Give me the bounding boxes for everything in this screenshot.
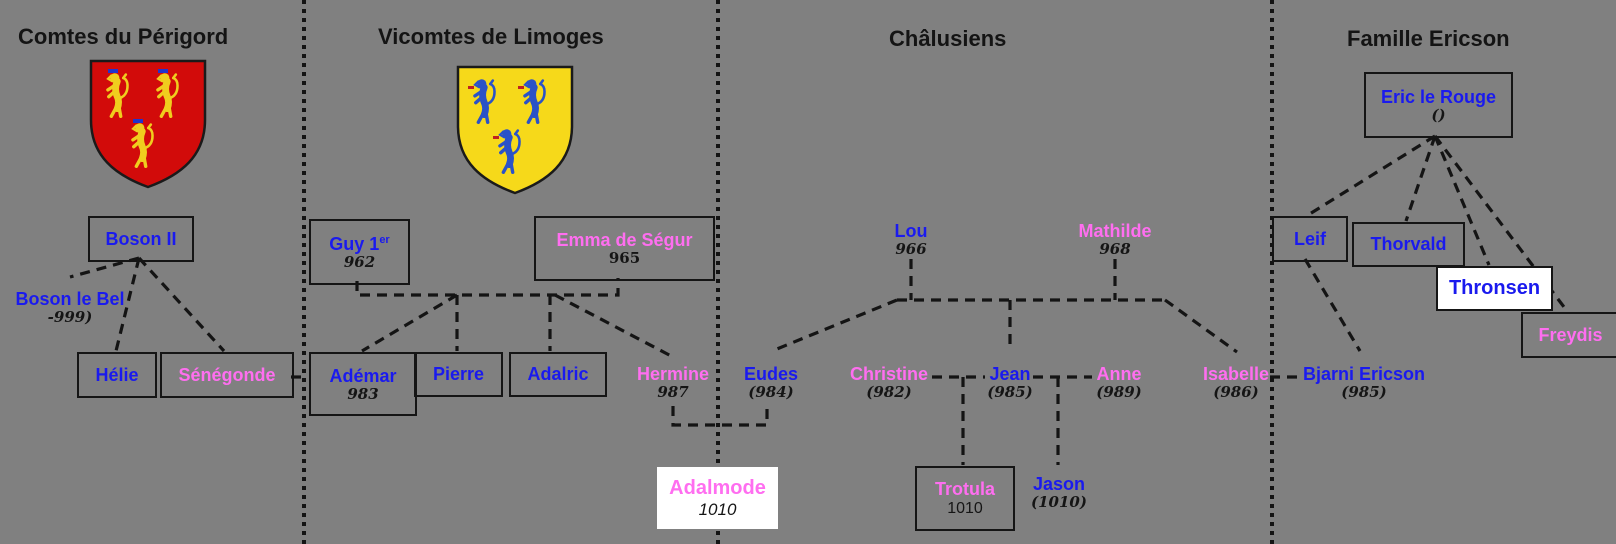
person-year: (986) xyxy=(1213,382,1259,401)
person-name: Adémar xyxy=(329,365,397,386)
person-name: Emma de Ségur xyxy=(556,230,693,251)
person-name: Bjarni Ericson xyxy=(1302,363,1426,384)
person-pierre: Pierre xyxy=(414,352,503,397)
section-title-perigord: Comtes du Périgord xyxy=(18,24,229,49)
person-name: Boson le Bel xyxy=(15,288,125,309)
connector-line xyxy=(771,298,898,353)
person-year: 966 xyxy=(895,239,927,258)
ordinal-suffix: er xyxy=(379,233,390,246)
connector-line xyxy=(1404,135,1437,222)
person-year: -999) xyxy=(47,307,93,326)
connector-line xyxy=(671,406,769,427)
connector-line xyxy=(361,293,458,353)
person-year: () xyxy=(1431,105,1446,124)
person-year: 1010 xyxy=(698,499,737,519)
person-name: Eudes xyxy=(743,363,799,384)
person-year: 968 xyxy=(1099,239,1131,258)
person-bjarni-ericson: Bjarni Ericson (985) xyxy=(1300,359,1428,405)
person-thronsen: Thronsen xyxy=(1436,266,1553,311)
section-title-chalusiens: Châlusiens xyxy=(889,26,1007,51)
connector-line xyxy=(1433,135,1491,266)
connector-line xyxy=(137,256,226,353)
person-thorvald: Thorvald xyxy=(1352,222,1465,267)
person-year: (985) xyxy=(1341,382,1387,401)
person-year: 965 xyxy=(608,249,641,268)
person-name: Trotula xyxy=(934,479,995,500)
person-hermine: Hermine 987 xyxy=(625,359,721,405)
person-name: Guy 1er xyxy=(329,233,390,254)
connector-line xyxy=(1164,298,1238,354)
person-year: (984) xyxy=(748,382,794,401)
person-name: Christine xyxy=(849,363,928,384)
person-eudes: Eudes (984) xyxy=(735,359,807,405)
person-name: Thorvald xyxy=(1370,234,1447,255)
person-anne: Anne (989) xyxy=(1091,359,1147,405)
person-name: Leif xyxy=(1293,228,1326,249)
person-year: 1010 xyxy=(947,499,983,517)
person-trotula: Trotula 1010 xyxy=(915,466,1015,531)
family-connectors xyxy=(69,134,1569,465)
person-senegonde: Sénégonde xyxy=(160,352,294,398)
person-year: 983 xyxy=(347,384,379,403)
person-name: Pierre xyxy=(432,364,485,385)
person-freydis: Freydis xyxy=(1521,312,1616,358)
person-adalmode: Adalmode 1010 xyxy=(657,467,778,529)
section-dividers xyxy=(302,0,1274,544)
person-name: Jason xyxy=(1032,473,1086,494)
limoges-coat-of-arms-icon xyxy=(456,65,574,195)
person-leif: Leif xyxy=(1272,216,1348,262)
person-name: Isabelle xyxy=(1202,363,1270,384)
person-name: Mathilde xyxy=(1078,220,1152,241)
person-name: Sénégonde xyxy=(178,364,276,385)
person-name: Freydis xyxy=(1538,324,1603,345)
person-name: Eric le Rouge xyxy=(1380,86,1497,107)
person-emma-de-segur: Emma de Ségur 965 xyxy=(534,216,715,281)
person-name: Hermine xyxy=(636,363,710,384)
connector-line xyxy=(554,293,674,359)
perigord-coat-of-arms-icon xyxy=(89,59,207,189)
person-jean: Jean (985) xyxy=(984,359,1036,405)
person-adalric: Adalric xyxy=(509,352,607,397)
person-year: (985) xyxy=(987,382,1033,401)
person-name: Anne xyxy=(1096,363,1142,384)
person-year: (989) xyxy=(1096,382,1142,401)
person-year: (1010) xyxy=(1031,492,1087,511)
person-boson-ii: Boson II xyxy=(88,216,194,262)
person-name: Jean xyxy=(989,363,1031,384)
person-name: Thronsen xyxy=(1448,277,1541,300)
connector-line xyxy=(355,278,620,297)
person-jason: Jason (1010) xyxy=(1028,468,1090,516)
person-ademar: Adémar 983 xyxy=(309,352,417,416)
person-mathilde: Mathilde 968 xyxy=(1068,217,1162,261)
person-year: 962 xyxy=(343,252,376,271)
section-title-ericson: Famille Ericson xyxy=(1347,26,1510,51)
person-name: Hélie xyxy=(95,364,139,385)
person-guy-1er: Guy 1er 962 xyxy=(309,219,410,285)
person-name: Adalmode xyxy=(669,477,766,500)
person-boson-le-bel: Boson le Bel -999) xyxy=(8,286,132,328)
person-year: (982) xyxy=(866,382,912,401)
person-isabelle: Isabelle (986) xyxy=(1197,359,1275,405)
person-year: 987 xyxy=(657,382,689,401)
person-christine: Christine (982) xyxy=(845,359,933,405)
connector-line xyxy=(1307,134,1436,217)
person-lou: Lou 966 xyxy=(880,217,942,261)
person-name: Boson II xyxy=(105,228,177,249)
person-eric-le-rouge: Eric le Rouge () xyxy=(1364,72,1513,138)
person-helie: Hélie xyxy=(77,352,157,398)
person-name: Lou xyxy=(894,220,928,241)
person-name: Adalric xyxy=(527,364,589,385)
connector-line xyxy=(1303,258,1362,352)
connector-line xyxy=(1433,135,1569,312)
connector-line xyxy=(69,256,140,279)
section-title-limoges: Vicomtes de Limoges xyxy=(378,24,604,49)
